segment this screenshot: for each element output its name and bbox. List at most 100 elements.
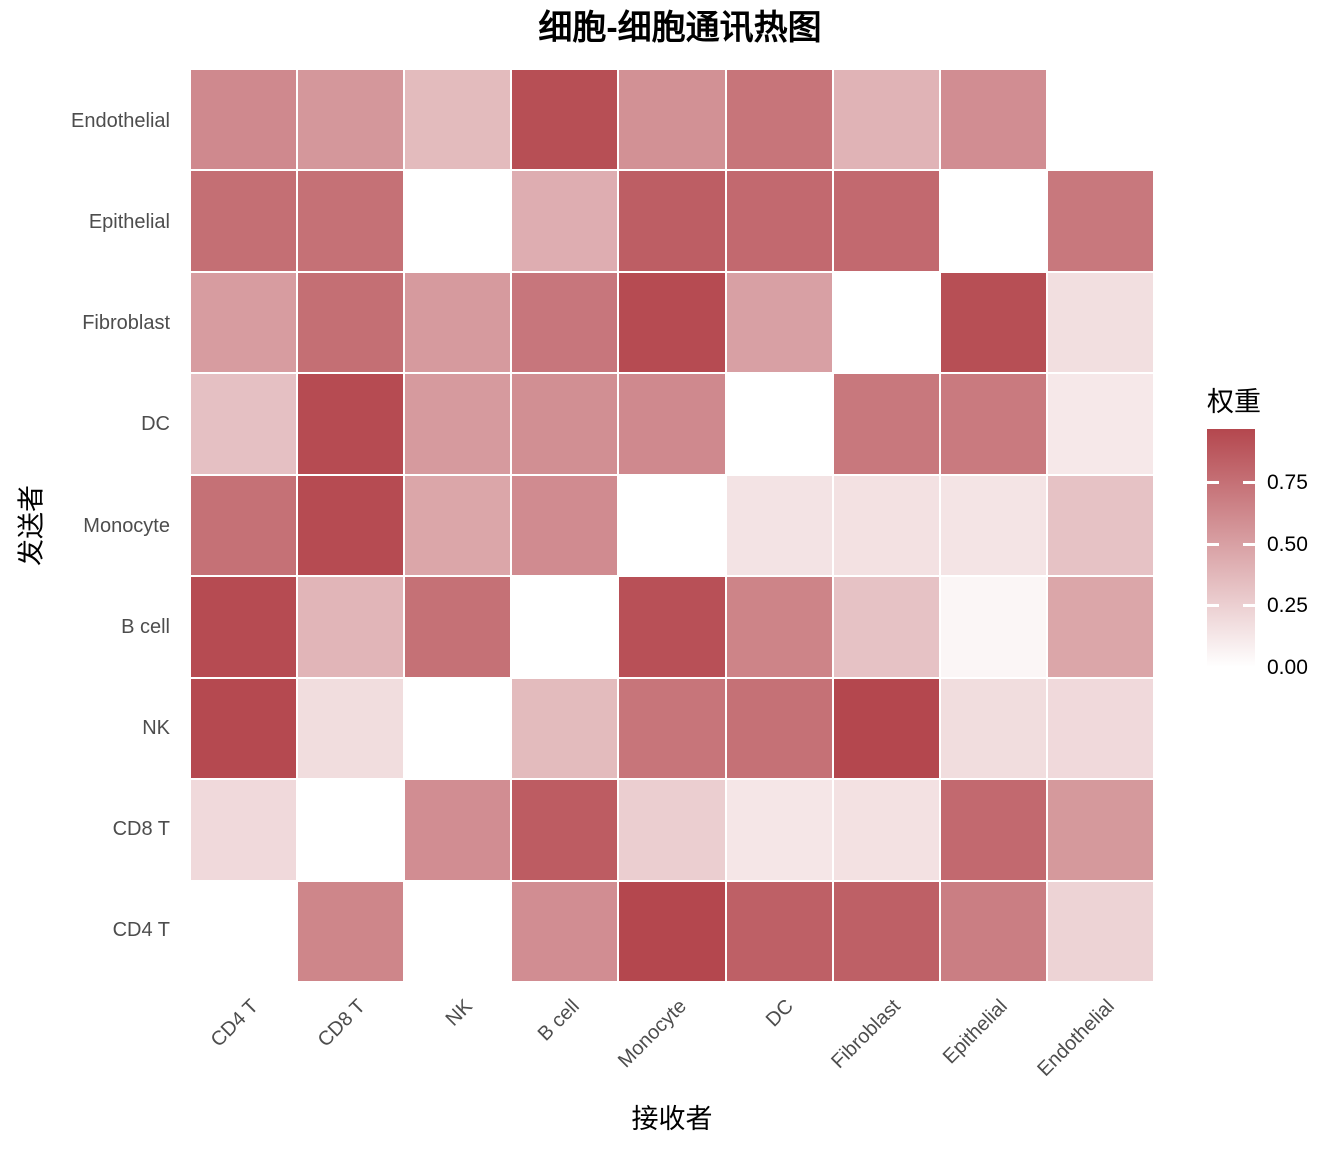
heatmap-cell: [940, 780, 1046, 880]
legend-tick-mark: [1243, 542, 1255, 546]
y-axis-label: Epithelial: [88, 210, 170, 233]
heatmap-cell: [833, 475, 939, 576]
x-axis-title: 接收者: [631, 1104, 713, 1134]
heatmap-cell: [405, 881, 511, 981]
legend-tick-label: 0.75: [1267, 471, 1308, 495]
heatmap-cell: [940, 374, 1046, 474]
heatmap-cell: [619, 577, 725, 677]
heatmap-cell: [1047, 577, 1153, 677]
heatmap-cell: [833, 171, 939, 271]
heatmap-cell: [726, 678, 832, 779]
heatmap-cell: [191, 577, 297, 677]
heatmap-cell: [619, 678, 725, 779]
heatmap-cell: [512, 374, 618, 474]
heatmap-cell: [619, 780, 725, 880]
y-axis-label: Fibroblast: [82, 312, 170, 335]
y-axis-label: NK: [142, 716, 170, 739]
legend-tick-label: 0.50: [1267, 532, 1308, 556]
y-axis-label: B cell: [121, 615, 170, 638]
y-axis-label: DC: [141, 413, 170, 436]
heatmap-cell: [298, 70, 404, 170]
heatmap-cell: [191, 374, 297, 474]
heatmap-cell: [298, 881, 404, 981]
heatmap-cell: [191, 171, 297, 271]
heatmap-cell: [726, 374, 832, 474]
heatmap-cell: [1047, 272, 1153, 373]
y-axis-label: CD8 T: [112, 818, 170, 841]
heatmap-cell: [940, 171, 1046, 271]
heatmap-cell: [405, 577, 511, 677]
heatmap-cell: [619, 171, 725, 271]
legend-tick-label: 0.25: [1267, 594, 1308, 618]
heatmap-cell: [191, 475, 297, 576]
heatmap-cell: [1047, 780, 1153, 880]
heatmap-cell: [298, 171, 404, 271]
heatmap-cell: [619, 70, 725, 170]
heatmap-cell: [405, 272, 511, 373]
legend-colorbar: [1207, 429, 1255, 667]
legend-tick-label: 0.00: [1267, 655, 1308, 679]
y-axis-label: Monocyte: [83, 514, 170, 537]
heatmap-cell: [191, 70, 297, 170]
heatmap-cell: [940, 475, 1046, 576]
heatmap-cell: [512, 171, 618, 271]
heatmap-cell: [940, 70, 1046, 170]
y-axis-label: Endothelial: [71, 109, 170, 132]
heatmap-cell: [298, 272, 404, 373]
heatmap-cell: [512, 780, 618, 880]
legend-tick-mark: [1207, 481, 1219, 485]
heatmap-cell: [512, 272, 618, 373]
heatmap-cell: [940, 577, 1046, 677]
heatmap-cell: [512, 881, 618, 981]
heatmap-cell: [405, 475, 511, 576]
heatmap-cell: [833, 70, 939, 170]
heatmap-cell: [619, 374, 725, 474]
heatmap-cell: [619, 881, 725, 981]
heatmap-cell: [512, 577, 618, 677]
heatmap-cell: [726, 475, 832, 576]
heatmap-cell: [1047, 475, 1153, 576]
legend-tick-mark: [1243, 481, 1255, 485]
heatmap-cell: [405, 374, 511, 474]
heatmap-cell: [619, 475, 725, 576]
heatmap-cell: [405, 780, 511, 880]
chart-title: 细胞-细胞通讯热图: [538, 9, 822, 47]
heatmap-cell: [726, 272, 832, 373]
heatmap-cell: [833, 780, 939, 880]
heatmap-cell: [191, 678, 297, 779]
heatmap-cell: [940, 678, 1046, 779]
heatmap-cell: [726, 171, 832, 271]
heatmap-cell: [1047, 678, 1153, 779]
heatmap-cell: [1047, 70, 1153, 170]
heatmap-cell: [833, 881, 939, 981]
heatmap-cell: [191, 272, 297, 373]
heatmap-cell: [298, 678, 404, 779]
heatmap-cell: [833, 374, 939, 474]
heatmap-cell: [726, 577, 832, 677]
heatmap-cell: [833, 678, 939, 779]
heatmap-cell: [1047, 171, 1153, 271]
heatmap-cell: [726, 881, 832, 981]
legend-tick-mark: [1207, 604, 1219, 608]
heatmap-cell: [1047, 881, 1153, 981]
heatmap-grid: [191, 70, 1153, 981]
heatmap-cell: [298, 780, 404, 880]
heatmap-cell: [191, 780, 297, 880]
heatmap-cell: [298, 577, 404, 677]
heatmap-cell: [512, 70, 618, 170]
heatmap-cell: [191, 881, 297, 981]
heatmap-cell: [940, 881, 1046, 981]
heatmap-cell: [405, 171, 511, 271]
heatmap-cell: [833, 577, 939, 677]
heatmap-cell: [619, 272, 725, 373]
heatmap-cell: [298, 475, 404, 576]
legend-tick-mark: [1243, 604, 1255, 608]
heatmap-cell: [298, 374, 404, 474]
heatmap-cell: [512, 678, 618, 779]
heatmap-cell: [512, 475, 618, 576]
heatmap-cell: [405, 70, 511, 170]
heatmap-cell: [726, 70, 832, 170]
y-axis-label: CD4 T: [112, 919, 170, 942]
heatmap-cell: [726, 780, 832, 880]
